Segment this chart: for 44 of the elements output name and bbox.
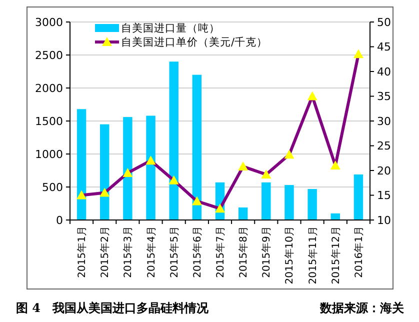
bar	[354, 174, 364, 220]
y2-tick-label: 40	[377, 65, 391, 78]
y2-tick-label: 50	[377, 16, 391, 29]
bar	[308, 188, 317, 220]
y-tick-label: 1500	[35, 114, 63, 128]
x-tick-label: 2015年6月	[191, 226, 204, 278]
bar	[238, 207, 248, 220]
y2-tick-label: 30	[377, 114, 391, 128]
y2-tick-label: 10	[377, 214, 391, 227]
y-tick-label: 2000	[35, 82, 63, 95]
source-note: 数据来源：海关	[319, 301, 405, 316]
legend-label: 自美国进口单价（美元/千克）	[121, 36, 268, 49]
y-tick-label: 1000	[35, 148, 63, 161]
y-tick-label: 500	[42, 180, 63, 194]
y2-tick-label: 25	[377, 140, 391, 153]
x-tick-label: 2015年3月	[122, 226, 134, 278]
x-tick-label: 2015年7月	[214, 226, 226, 278]
x-tick-label: 2015年10月	[284, 226, 296, 284]
y2-tick-label: 35	[377, 90, 391, 104]
x-tick-label: 2015年1月	[76, 226, 88, 278]
bar	[192, 74, 202, 220]
y-tick-label: 2500	[35, 48, 63, 62]
bar	[262, 182, 271, 220]
bar	[146, 116, 156, 220]
bar	[284, 185, 294, 220]
y-tick-label: 0	[56, 214, 63, 227]
x-tick-label: 2015年8月	[238, 226, 250, 278]
y2-tick-label: 45	[377, 40, 391, 54]
bar	[100, 124, 110, 220]
bar	[123, 117, 132, 220]
y2-tick-label: 20	[377, 164, 391, 178]
legend-label: 自美国进口量（吨）	[121, 22, 220, 35]
y2-tick-label: 15	[377, 189, 391, 202]
x-tick-label: 2015年12月	[330, 226, 342, 284]
y-tick-label: 3000	[35, 16, 63, 29]
x-tick-label: 2015年11月	[306, 226, 319, 284]
bar	[76, 109, 86, 220]
x-tick-label: 2016年1月	[352, 226, 365, 278]
x-tick-label: 2015年4月	[145, 226, 158, 278]
x-tick-label: 2015年9月	[260, 226, 273, 278]
x-tick-label: 2015年2月	[99, 226, 112, 278]
x-tick-label: 2015年5月	[168, 226, 180, 278]
text: 图 4 我国从美国进口多晶硅料情况	[16, 301, 210, 316]
bar	[169, 62, 178, 220]
